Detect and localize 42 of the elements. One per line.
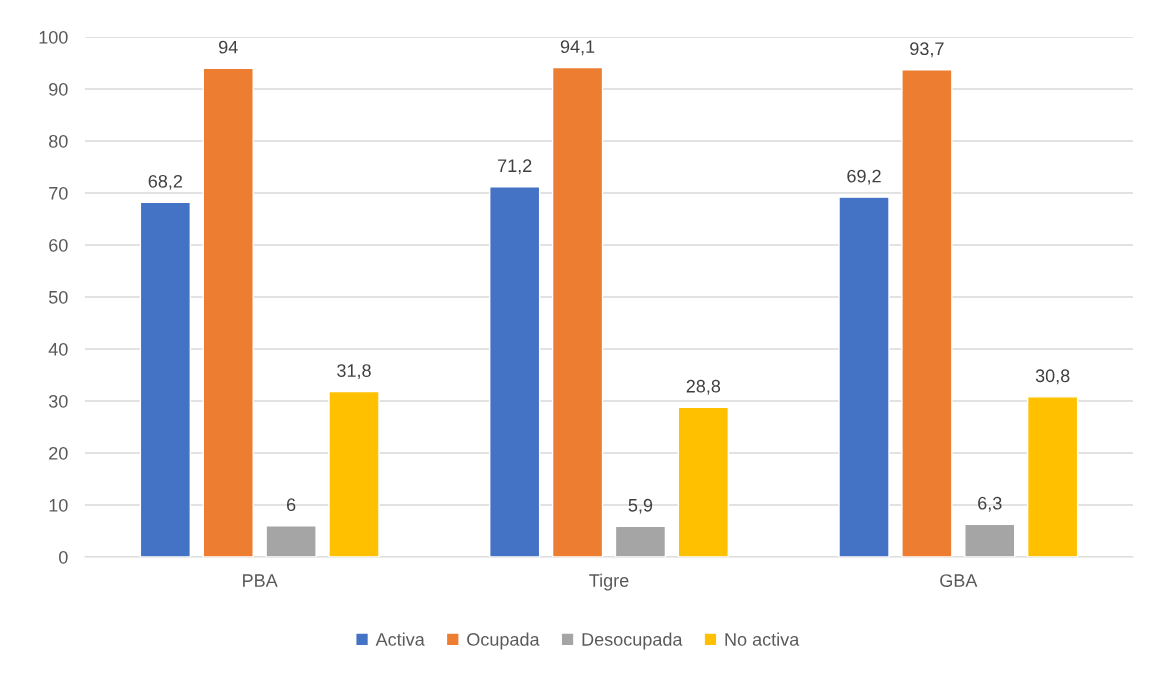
bar xyxy=(964,523,1016,557)
y-tick-label: 30 xyxy=(48,394,68,408)
x-tick-label: GBA xyxy=(940,574,978,587)
bar xyxy=(1026,396,1079,557)
data-label: 68,2 xyxy=(148,174,183,190)
data-label: 94,1 xyxy=(560,40,595,56)
y-tick-label: 100 xyxy=(39,30,68,44)
data-label: 69,2 xyxy=(847,169,881,185)
data-label: 6,3 xyxy=(978,496,1002,512)
bar xyxy=(551,66,604,557)
y-tick-label: 10 xyxy=(49,498,68,512)
data-label: 28,8 xyxy=(686,379,721,395)
data-label: 71,2 xyxy=(498,159,532,175)
legend-label: Desocupada xyxy=(582,632,683,650)
y-tick-label: 80 xyxy=(49,134,68,148)
legend-label: No activa xyxy=(725,632,800,646)
bar xyxy=(328,390,380,557)
bar xyxy=(838,196,890,557)
bar xyxy=(677,406,729,557)
data-label: 5,9 xyxy=(628,498,653,514)
data-label: 6 xyxy=(287,498,296,512)
y-tick-label: 40 xyxy=(48,342,68,356)
x-tick-label: PBA xyxy=(243,574,278,587)
data-label: 30,8 xyxy=(1035,369,1070,385)
y-tick-label: 60 xyxy=(49,238,68,252)
y-tick-label: 50 xyxy=(48,290,68,304)
y-tick-label: 90 xyxy=(49,82,68,96)
bar xyxy=(139,201,192,557)
data-label: 93,7 xyxy=(910,42,944,58)
bar xyxy=(614,525,667,557)
bar xyxy=(901,69,953,557)
bar xyxy=(265,525,317,557)
legend-label: Ocupada xyxy=(467,632,540,650)
bar xyxy=(202,67,254,557)
data-label: 31,8 xyxy=(337,364,371,380)
y-tick-label: 20 xyxy=(49,446,68,460)
x-tick-label: Tigre xyxy=(589,573,629,591)
y-tick-label: 70 xyxy=(49,186,68,200)
bar xyxy=(489,186,541,557)
y-tick-label: 0 xyxy=(59,550,68,564)
legend-label: Activa xyxy=(375,632,425,646)
data-label: 94 xyxy=(219,40,238,54)
